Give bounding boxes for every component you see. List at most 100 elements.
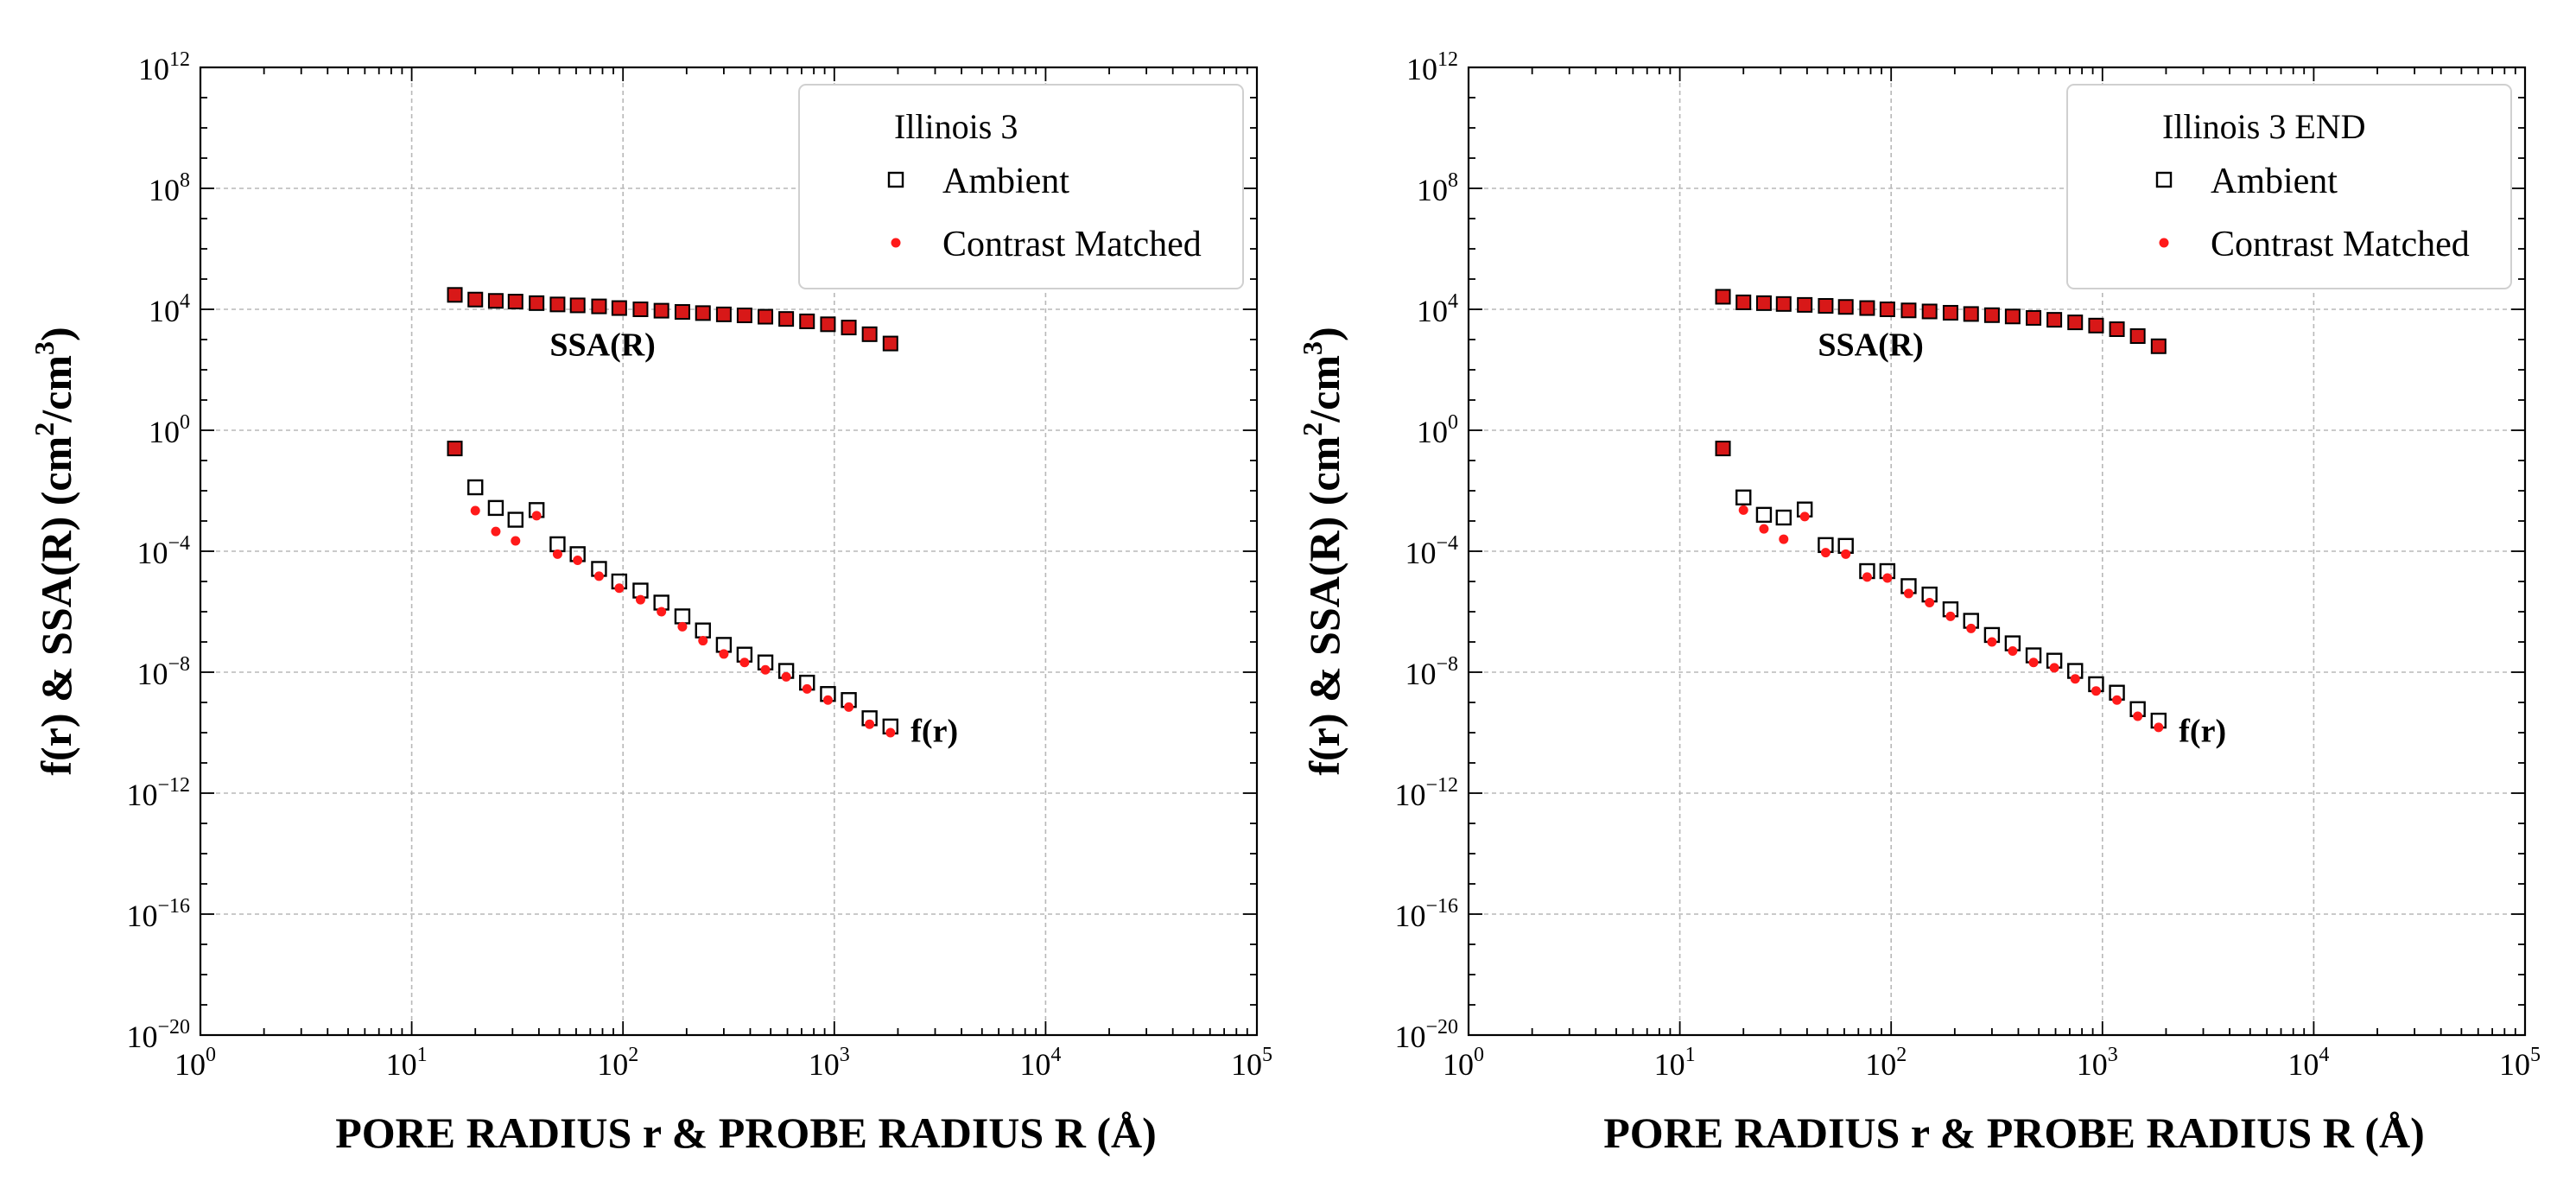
legend-box xyxy=(2066,84,2512,289)
y-tick-exp: −16 xyxy=(157,895,190,918)
x-tick-exp: 4 xyxy=(1050,1044,1061,1066)
x-tick-exp: 1 xyxy=(417,1044,428,1066)
annotation-ssa: SSA(R) xyxy=(1818,327,1923,363)
y-tick-base: 10 xyxy=(1417,415,1448,449)
y-tick-exp: −4 xyxy=(168,532,190,555)
ambient-point xyxy=(467,479,484,496)
legend-ambient-label: Ambient xyxy=(2211,162,2338,201)
y-tick-label: 100 xyxy=(1417,411,1458,449)
legend-ambient-label: Ambient xyxy=(942,162,1069,201)
ambient-point xyxy=(1715,289,1731,305)
annotation-fr: f(r) xyxy=(2179,714,2226,750)
x-tick-exp: 4 xyxy=(2319,1044,2329,1066)
legend-contrast-matched-label: Contrast Matched xyxy=(942,225,1202,264)
contrast-matched-point xyxy=(511,536,521,546)
x-tick-base: 10 xyxy=(1654,1047,1685,1082)
contrast-matched-point xyxy=(1738,505,1748,515)
ambient-point xyxy=(695,622,711,638)
y-tick-base: 10 xyxy=(1394,899,1425,933)
y-tick-label: 104 xyxy=(1417,290,1458,328)
ambient-point xyxy=(1859,300,1875,316)
y-tick-label: 104 xyxy=(149,290,190,328)
y-tick-base: 10 xyxy=(1394,1020,1425,1054)
contrast-matched-point xyxy=(2070,674,2080,684)
contrast-matched-point xyxy=(739,658,750,668)
y-tick-exp: −20 xyxy=(1425,1016,1458,1039)
x-tick-base: 10 xyxy=(597,1047,628,1082)
y-tick-label: 10−12 xyxy=(1394,774,1458,812)
ambient-point xyxy=(1797,296,1813,313)
ambient-point xyxy=(2046,312,2063,328)
ambient-point xyxy=(447,441,463,457)
x-tick-base: 10 xyxy=(1019,1047,1050,1082)
x-tick-label: 101 xyxy=(1654,1044,1696,1082)
y-axis-title-end: ) xyxy=(1300,327,1348,341)
y-tick-base: 10 xyxy=(1405,657,1436,691)
y-tick-label: 10−12 xyxy=(126,774,190,812)
y-tick-label: 1012 xyxy=(1406,48,1458,86)
y-axis-title-exp: 2 xyxy=(29,422,60,436)
x-tick-label: 104 xyxy=(2287,1044,2329,1082)
ambient-point xyxy=(674,304,690,321)
ambient-point xyxy=(549,536,566,553)
y-axis-title: f(r) & SSA(R) (cm2/cm3) xyxy=(29,327,80,775)
contrast-matched-point xyxy=(1945,611,1956,621)
contrast-matched-point xyxy=(2154,722,2164,733)
y-axis-title-mid: /cm xyxy=(32,355,80,423)
ambient-point xyxy=(1942,304,1958,321)
contrast-matched-point xyxy=(1882,573,1893,583)
y-tick-exp: −20 xyxy=(157,1016,190,1039)
contrast-matched-point xyxy=(635,594,645,605)
tick-labels: 100 101 102 103 104 105101210810410010−410−81… xyxy=(1394,48,2541,1082)
y-tick-exp: 8 xyxy=(180,169,190,192)
contrast-matched-point xyxy=(802,683,812,694)
contrast-matched-point xyxy=(865,719,875,729)
y-tick-exp: 8 xyxy=(1448,169,1458,192)
y-tick-base: 10 xyxy=(1406,52,1437,86)
contrast-matched-point xyxy=(1841,549,1851,559)
legend-ambient-marker xyxy=(2155,171,2173,188)
x-tick-base: 10 xyxy=(1443,1047,1474,1082)
contrast-matched-point xyxy=(531,511,542,521)
legend: Illinois 3 END Ambient Contrast Matched xyxy=(2066,84,2512,289)
y-tick-base: 10 xyxy=(1417,294,1448,328)
ambient-point xyxy=(507,511,523,528)
ambient-point xyxy=(841,320,857,336)
ambient-point xyxy=(1715,441,1731,457)
x-tick-exp: 0 xyxy=(206,1044,216,1066)
y-tick-base: 10 xyxy=(149,294,180,328)
y-tick-base: 10 xyxy=(126,778,157,812)
x-tick-label: 102 xyxy=(1865,1044,1907,1082)
ambient-point xyxy=(861,326,878,342)
ambient-point xyxy=(487,293,504,309)
legend-contrast-matched-marker xyxy=(2159,238,2169,248)
contrast-matched-point xyxy=(470,505,480,516)
legend-contrast-matched-marker xyxy=(891,238,901,248)
ambient-point xyxy=(2129,328,2146,345)
y-tick-label: 10−8 xyxy=(136,653,190,691)
x-tick-base: 10 xyxy=(1231,1047,1262,1082)
x-tick-label: 103 xyxy=(809,1044,850,1082)
grid xyxy=(200,67,1257,1035)
x-tick-exp: 3 xyxy=(840,1044,850,1066)
contrast-matched-point xyxy=(573,556,583,566)
ambient-point xyxy=(632,302,649,317)
y-tick-base: 10 xyxy=(138,52,169,86)
ambient-point xyxy=(2109,321,2125,338)
contrast-matched-point xyxy=(781,671,791,682)
ambient-point xyxy=(2150,338,2167,354)
ambient-point xyxy=(2067,314,2084,331)
x-tick-base: 10 xyxy=(386,1047,417,1082)
chart-1: 100 101 102 103 104 105101210810410010−410−81… xyxy=(29,48,1272,1157)
y-axis-title-exp: 2 xyxy=(1297,422,1328,436)
y-tick-exp: −12 xyxy=(157,774,190,797)
contrast-matched-point xyxy=(1987,637,1997,647)
plot-area xyxy=(199,66,1259,1037)
series-contrast-matched-f xyxy=(1738,505,2164,733)
y-tick-base: 10 xyxy=(149,173,180,207)
y-tick-exp: 0 xyxy=(180,411,190,434)
ambient-point xyxy=(799,313,815,329)
ambient-point xyxy=(715,306,732,322)
contrast-matched-point xyxy=(491,526,501,537)
